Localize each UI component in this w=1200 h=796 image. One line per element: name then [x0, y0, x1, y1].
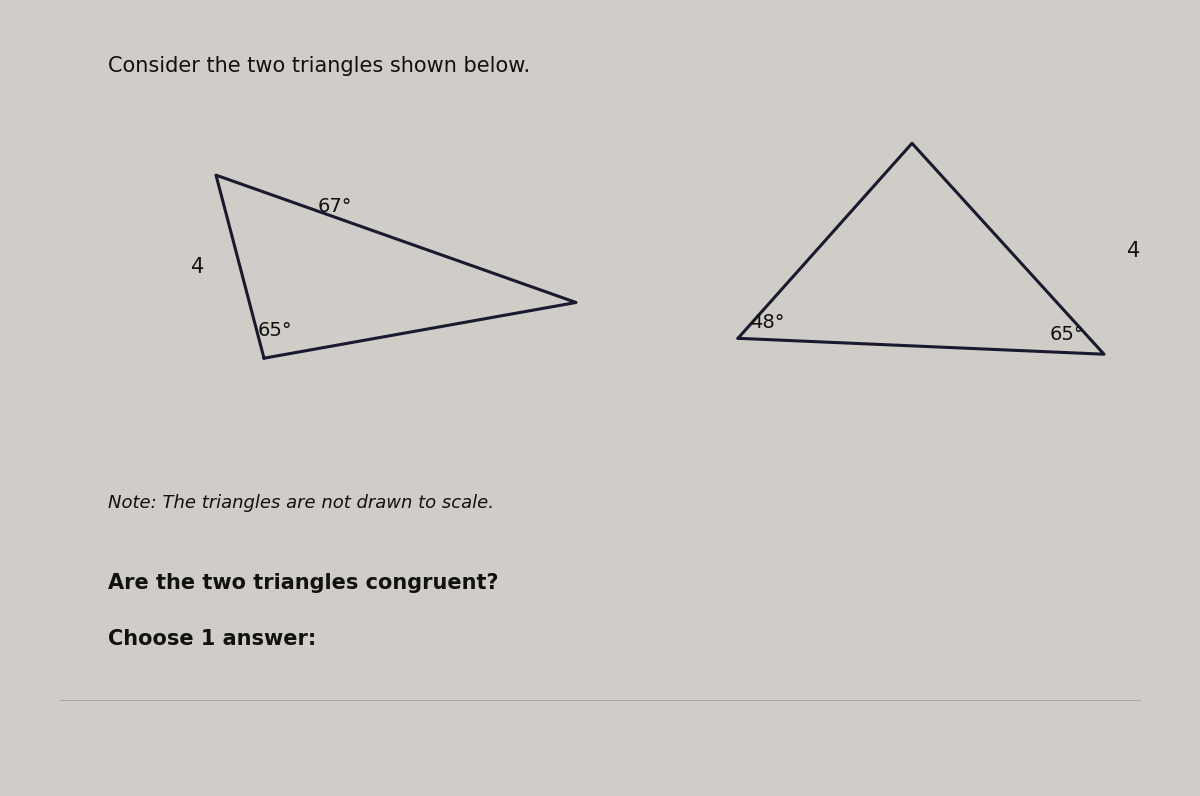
Text: Consider the two triangles shown below.: Consider the two triangles shown below. [108, 56, 530, 76]
Text: Are the two triangles congruent?: Are the two triangles congruent? [108, 573, 498, 593]
Text: 4: 4 [191, 256, 205, 277]
Text: 48°: 48° [750, 313, 785, 332]
Text: Choose 1 answer:: Choose 1 answer: [108, 629, 317, 649]
Text: 65°: 65° [258, 321, 293, 340]
Text: 65°: 65° [1050, 325, 1085, 344]
Text: Note: The triangles are not drawn to scale.: Note: The triangles are not drawn to sca… [108, 494, 494, 512]
Text: 4: 4 [1127, 240, 1141, 261]
Text: 67°: 67° [318, 197, 353, 217]
